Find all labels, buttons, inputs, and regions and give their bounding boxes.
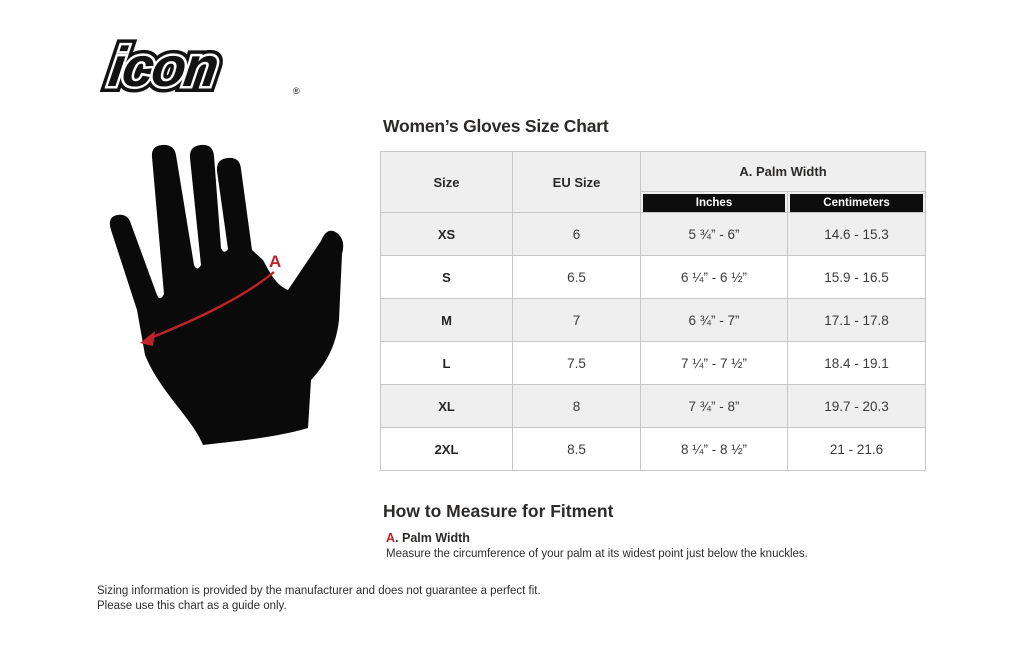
icon-logo: icon icon ® [93,28,308,108]
measure-section-title: How to Measure for Fitment [383,501,614,521]
cell-eu-size: 7 [512,298,641,342]
cell-centimeters: 19.7 - 20.3 [787,384,926,428]
size-table: Size EU Size A. Palm Width Inches Centim… [380,151,926,471]
centimeters-bar: Centimeters [790,194,923,212]
measure-label: A. Palm Width [386,531,470,545]
cell-eu-size: 6 [512,212,641,256]
cell-size: 2XL [380,427,513,471]
column-header-centimeters: Centimeters [787,191,926,213]
cell-inches: 8 ¼” - 8 ½” [640,427,788,471]
table-row: M 7 6 ¾” - 7” 17.1 - 17.8 [380,298,926,342]
table-subheader-row: Inches Centimeters [381,191,926,213]
cell-size: M [380,298,513,342]
cell-eu-size: 8.5 [512,427,641,471]
icon-logo-text: icon [105,35,221,98]
icon-logo-graphic: icon icon ® [99,29,300,104]
cell-size: XS [380,212,513,256]
column-header-size: Size [380,151,513,213]
measurement-label-a: A [269,252,281,271]
measurement-line [147,271,275,341]
measure-label-letter: A [386,531,396,545]
cell-centimeters: 17.1 - 17.8 [787,298,926,342]
disclaimer: Sizing information is provided by the ma… [97,584,541,614]
cell-centimeters: 14.6 - 15.3 [787,212,926,256]
cell-centimeters: 18.4 - 19.1 [787,341,926,385]
table-row: S 6.5 6 ¼” - 6 ½” 15.9 - 16.5 [380,255,926,299]
measure-label-dot: . [395,531,399,545]
cell-size: XL [380,384,513,428]
icon-logo-outline: icon [105,35,221,98]
hand-silhouette [109,144,344,445]
measure-label-text: Palm Width [398,531,470,545]
table-row: 2XL 8.5 8 ¼” - 8 ½” 21 - 21.6 [380,427,926,471]
cell-eu-size: 8 [512,384,641,428]
disclaimer-line-2: Please use this chart as a guide only. [97,600,287,612]
column-header-inches: Inches [640,191,788,213]
cell-size: L [380,341,513,385]
cell-centimeters: 21 - 21.6 [787,427,926,471]
disclaimer-line-1: Sizing information is provided by the ma… [97,585,541,597]
cell-eu-size: 7.5 [512,341,641,385]
measurement-arrowhead-icon [140,331,155,346]
cell-size: S [380,255,513,299]
glove-illustration: A [100,140,360,460]
table-row: L 7.5 7 ¼” - 7 ½” 18.4 - 19.1 [380,341,926,385]
cell-eu-size: 6.5 [512,255,641,299]
table-row: XL 8 7 ¾” - 8” 19.7 - 20.3 [380,384,926,428]
cell-inches: 6 ¾” - 7” [640,298,788,342]
column-header-palm-width: A. Palm Width [640,151,926,192]
hand-silhouette-graphic: A [109,144,344,445]
cell-inches: 7 ¾” - 8” [640,384,788,428]
table-header-row: Size EU Size A. Palm Width [380,151,926,213]
cell-inches: 6 ¼” - 6 ½” [640,255,788,299]
cell-inches: 7 ¼” - 7 ½” [640,341,788,385]
measure-description: Measure the circumference of your palm a… [386,548,808,560]
cell-inches: 5 ¾” - 6” [640,212,788,256]
column-header-eu-size: EU Size [512,151,641,213]
registered-trademark: ® [293,86,300,96]
cell-centimeters: 15.9 - 16.5 [787,255,926,299]
inches-bar: Inches [643,194,785,212]
table-row: XS 6 5 ¾” - 6” 14.6 - 15.3 [380,212,926,256]
chart-title: Women’s Gloves Size Chart [383,116,609,136]
